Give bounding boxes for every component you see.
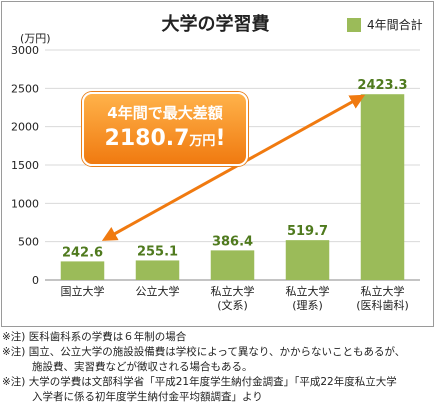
bar: [210, 250, 255, 280]
y-tick-label: 500: [18, 236, 39, 249]
category-label: 公立大学: [136, 284, 180, 298]
y-tick-label: 3000: [11, 44, 39, 57]
footnote-continuation: 施設費、実習費などが徴収される場合もある。: [32, 361, 253, 373]
category-label: (理系): [292, 299, 323, 312]
difference-arrow: [101, 94, 366, 241]
category-label: 私立大学: [211, 284, 255, 298]
chart-title: 大学の学習費: [161, 14, 270, 35]
category-label: 国立大学: [61, 284, 105, 298]
data-label: 2423.3: [357, 78, 407, 93]
footnote: ※注) 国立、公立大学の施設設備費は学校によって異なり、かからないこともあるが、: [2, 346, 406, 358]
data-label: 386.4: [212, 234, 253, 249]
data-label: 519.7: [287, 224, 328, 239]
legend-swatch: [347, 17, 361, 32]
category-label: 私立大学: [361, 284, 405, 298]
legend: 4年間合計: [347, 16, 423, 33]
callout-value-line: 2180.7万円!: [84, 126, 246, 151]
footnote: ※注) 医科歯科系の学費は６年制の場合: [2, 331, 187, 343]
bar: [135, 260, 180, 280]
callout-suffix: !: [215, 126, 226, 151]
category-label: 私立大学: [286, 284, 330, 298]
y-tick-label: 2000: [11, 121, 39, 134]
category-label: (文系): [217, 298, 248, 312]
y-tick-label: 1000: [11, 197, 39, 210]
callout-value: 2180.7: [104, 126, 190, 151]
callout-heading: 4年間で最大差額: [107, 104, 223, 122]
legend-label: 4年間合計: [367, 18, 423, 32]
callout-unit: 万円: [189, 134, 216, 149]
y-axis-unit: (万円): [20, 32, 51, 45]
category-label: (医科歯科): [356, 298, 409, 312]
y-tick-label: 1500: [11, 159, 39, 172]
data-label: 242.6: [62, 245, 103, 260]
bar: [360, 94, 405, 280]
footnote-continuation: 入学者に係る初年度学生納付金平均額調査」より: [32, 391, 263, 403]
y-tick-label: 2500: [11, 82, 39, 95]
bar: [60, 261, 105, 280]
bar: [285, 240, 330, 280]
max-difference-callout: 4年間で最大差額 2180.7万円!: [82, 92, 248, 166]
footnote: ※注) 大学の学費は文部科学省「平成21年度学生納付金調査」「平成22年度私立大…: [2, 376, 397, 388]
data-label: 255.1: [137, 244, 178, 259]
footnotes: ※注) 医科歯科系の学費は６年制の場合 ※注) 国立、公立大学の施設設備費は学校…: [2, 330, 432, 405]
bar-plot: 0 500 1000 1500 2000 2500 3000 242.6 国立大学 255.1 公立…: [11, 44, 420, 312]
y-tick-label: 0: [32, 274, 39, 287]
